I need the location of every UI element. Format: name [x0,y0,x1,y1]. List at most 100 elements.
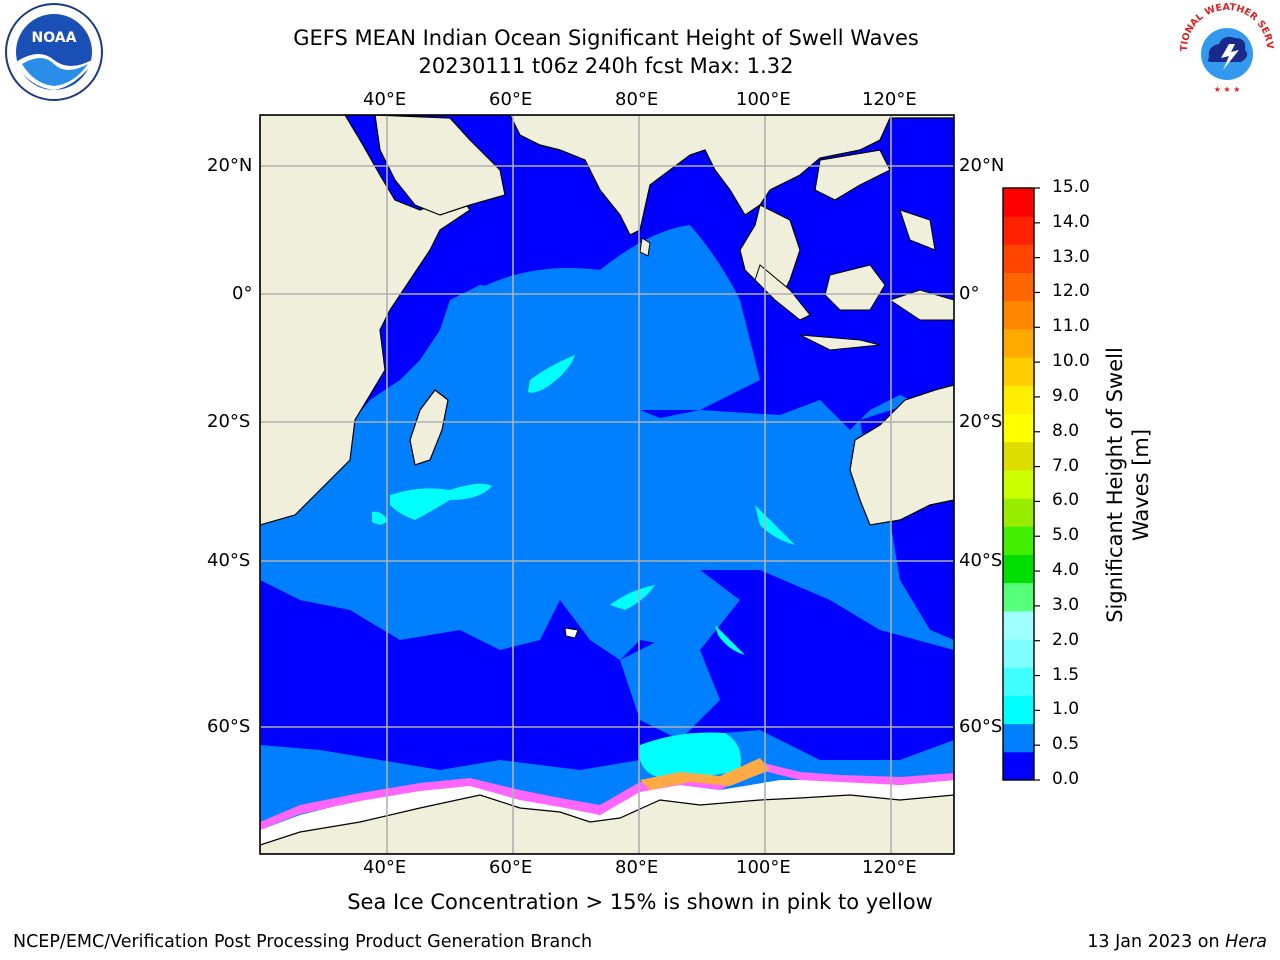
colorbar-title: Significant Height of Swell Waves [m] [1102,347,1154,623]
colorbar-tick-label: 14.0 [1052,211,1090,232]
colorbar-segment [1003,610,1034,640]
footer-credit: NCEP/EMC/Verification Post Processing Pr… [13,932,593,952]
lon-label-top-80e: 80°E [615,89,659,110]
colorbar-segment [1003,554,1034,584]
lon-label-bottom-60e: 60°E [489,857,533,878]
colorbar-segment [1003,300,1034,330]
lon-label-top-40e: 40°E [363,89,407,110]
lon-label-top-120e: 120°E [862,89,917,110]
swell-patch-3 [528,355,575,393]
colorbar-segment [1003,667,1034,696]
colorbar-segment [1003,695,1034,725]
nws-logo: NATIONAL WEATHER SERVICE ★ ★ ★ [1177,0,1277,100]
colorbar-tick-label: 11.0 [1052,316,1090,337]
colorbar-tick-label: 10.0 [1052,351,1090,372]
colorbar-tick-label: 0.0 [1052,769,1080,789]
colorbar-title-line2: Waves [m] [1129,428,1153,542]
colorbar-tick-label: 6.0 [1052,490,1080,511]
colorbar-tick-label: 3.0 [1052,594,1080,615]
lat-label-right-40s: 40°S [959,550,1003,571]
colorbar-tick-label: 12.0 [1052,281,1090,302]
chart-title: GEFS MEAN Indian Ocean Significant Heigh… [293,26,919,50]
land-philippines [899,209,936,251]
land-madagascar [409,389,449,466]
colorbar-tick-label: 0.5 [1052,734,1080,755]
lon-label-bottom-40e: 40°E [363,857,407,878]
colorbar-tick-label: 2.0 [1052,629,1080,650]
chart-subtitle: 20230111 t06z 240h fcst Max: 1.32 [418,54,794,78]
colorbar-segment [1003,441,1034,471]
colorbar-segment [1003,328,1034,358]
footer-date: 13 Jan 2023 on Hera [1087,932,1267,952]
colorbar-tick-label: 15.0 [1052,177,1090,197]
land-kerguelen [564,627,579,639]
colorbar-segment [1003,413,1034,443]
colorbar-segment [1003,357,1034,386]
lat-label-right-20n: 20°N [959,155,1005,176]
land-java [799,334,881,351]
colorbar-segment [1003,582,1034,612]
svg-text:★ ★ ★: ★ ★ ★ [1214,85,1241,94]
colorbar-segment [1003,526,1034,555]
colorbar-tick-label: 13.0 [1052,246,1090,267]
lon-label-bottom-100e: 100°E [736,857,791,878]
land-sri-lanka [639,237,651,257]
colorbar-segment [1003,385,1034,415]
colorbar-segment [1003,272,1034,302]
land-australia [849,384,954,526]
lon-label-bottom-80e: 80°E [615,857,659,878]
lon-label-top-100e: 100°E [736,89,791,110]
colorbar [1003,188,1034,781]
swell-patch-7 [639,732,741,779]
lat-label-right-20s: 20°S [959,411,1003,432]
colorbar-segment [1003,188,1034,217]
colorbar-tick-label: 8.0 [1052,420,1080,441]
ocean-swell-low-southeast [890,500,954,640]
sea-ice-edge-orange [640,758,770,790]
land-borneo [824,264,886,311]
ocean-swell-mid-north [460,225,760,410]
swell-patch-4 [610,585,655,610]
sea-ice-note: Sea Ice Concentration > 15% is shown in … [347,890,933,914]
colorbar-segment [1003,639,1034,668]
land-arabia [374,115,506,216]
footer-machine: Hera [1225,932,1267,952]
lat-label-left-20s: 20°S [207,411,251,432]
colorbar-tick-label: 4.0 [1052,560,1080,581]
colorbar-tick-label: 5.0 [1052,525,1080,546]
colorbar-title-line1: Significant Height of Swell [1103,347,1127,623]
lat-label-right-0: 0° [959,283,980,304]
colorbar-frame [1002,187,1035,781]
lat-label-left-0: 0° [232,283,253,304]
colorbar-tick-label: 9.0 [1052,385,1080,406]
lat-label-left-60s: 60°S [207,716,251,737]
footer-date-text: 13 Jan 2023 on [1087,932,1226,952]
land-antarctica [260,794,954,854]
land-sumatra [754,264,811,321]
ocean-swell-low-south [260,570,954,770]
lat-label-left-20n: 20°N [207,155,253,176]
colorbar-tick-label: 1.0 [1052,699,1080,720]
map-gridlines [260,115,954,854]
swell-patch-1 [390,483,492,520]
colorbar-segment [1003,216,1034,245]
colorbar-segment [1003,244,1034,274]
map-frame [259,114,955,855]
colorbar-segment [1003,723,1034,753]
swell-patch-2 [372,511,388,525]
swell-patch-6 [715,625,745,655]
lat-label-right-60s: 60°S [959,716,1003,737]
colorbar-tick-label: 7.0 [1052,455,1080,476]
lat-label-left-40s: 40°S [207,550,251,571]
colorbar-tick-label: 1.5 [1052,664,1080,685]
colorbar-segment [1003,498,1034,527]
land-sulawesi [888,289,954,321]
land-asia-india [509,115,954,236]
colorbar-segment [1003,469,1034,499]
nws-logo-icon: NATIONAL WEATHER SERVICE ★ ★ ★ [1177,0,1275,98]
ocean-swell-mid-south [620,640,720,740]
noaa-logo-text: NOAA [32,30,77,46]
lon-label-bottom-120e: 120°E [862,857,917,878]
noaa-logo-icon: NOAA [5,3,103,101]
